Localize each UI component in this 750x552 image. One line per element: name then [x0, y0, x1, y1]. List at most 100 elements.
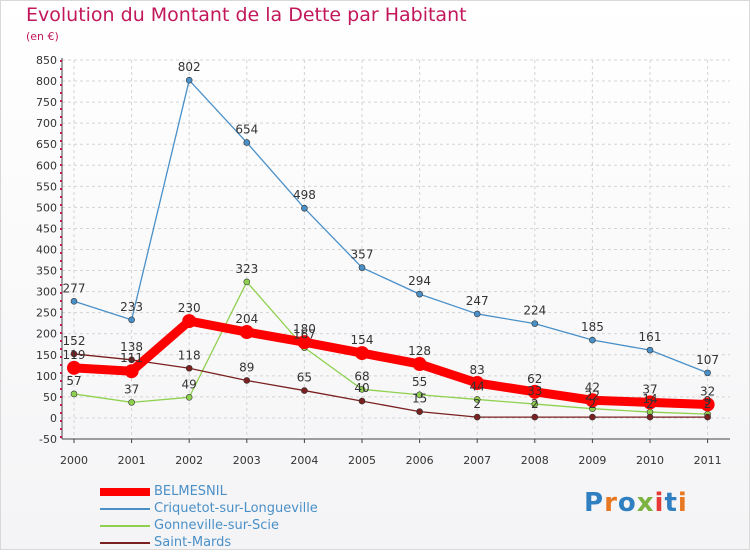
data-label: 128	[408, 344, 431, 358]
data-point	[128, 356, 135, 364]
data-point	[470, 375, 485, 390]
data-point	[301, 204, 308, 212]
data-point	[243, 377, 251, 384]
x-tick-label: 2011	[694, 454, 722, 467]
data-point	[185, 76, 193, 84]
data-label: 55	[412, 375, 427, 389]
data-label: 802	[178, 60, 201, 74]
data-point	[531, 413, 539, 421]
y-tick-label: 700	[36, 117, 57, 130]
data-label: 107	[696, 353, 719, 367]
y-tick-label: 400	[36, 244, 57, 257]
data-point	[473, 310, 481, 318]
data-point	[358, 264, 366, 271]
x-tick-label: 2000	[60, 454, 88, 467]
data-label: 2	[473, 397, 481, 411]
legend-swatch	[100, 488, 150, 496]
logo-letter: x	[636, 488, 655, 518]
legend-label: Gonneville-sur-Scie	[154, 518, 279, 533]
y-tick-label: 50	[43, 391, 57, 404]
data-label: 2	[531, 397, 539, 411]
y-tick-label: 550	[36, 180, 57, 193]
data-label: 22	[585, 389, 600, 403]
data-label: 185	[581, 320, 604, 334]
logo-letter: i	[677, 488, 688, 518]
legend-label: BELMESNIL	[154, 484, 227, 499]
series-line-saint-mards	[73, 353, 709, 418]
data-point	[704, 413, 711, 421]
data-label: 119	[63, 348, 86, 362]
data-point	[243, 139, 251, 146]
data-label: 111	[120, 351, 143, 365]
x-tick-label: 2005	[348, 454, 376, 467]
data-point	[355, 346, 369, 361]
data-label: 40	[354, 381, 369, 395]
data-point	[527, 384, 542, 399]
y-tick-label: 250	[36, 307, 57, 320]
y-tick-label: 450	[36, 222, 57, 235]
data-label: 37	[124, 382, 139, 396]
data-label: 65	[297, 371, 312, 385]
x-tick-label: 2001	[118, 454, 146, 467]
data-point	[700, 397, 715, 412]
data-point	[124, 364, 139, 379]
data-label: 498	[293, 188, 316, 202]
data-point	[643, 395, 657, 410]
logo-letter: o	[617, 488, 637, 518]
data-point	[243, 278, 251, 286]
data-point	[185, 394, 193, 401]
data-point	[128, 316, 135, 324]
data-label: 654	[235, 123, 258, 137]
y-tick-label: 300	[36, 286, 57, 299]
legend-swatch	[100, 508, 150, 510]
data-label: 294	[408, 274, 431, 288]
data-label: 68	[354, 369, 369, 383]
x-tick-label: 2002	[175, 454, 203, 467]
y-tick-label: -50	[39, 433, 57, 446]
data-label: 152	[63, 334, 86, 348]
logo-letter: t	[664, 488, 678, 518]
data-point	[416, 408, 423, 415]
series-line-criquetot-sur-longueville	[73, 79, 709, 374]
data-label: 154	[351, 333, 374, 347]
data-point	[473, 396, 481, 403]
data-label: 62	[527, 372, 542, 386]
y-tick-label: 500	[36, 201, 57, 214]
data-label: 233	[120, 300, 143, 314]
data-label: 138	[120, 340, 143, 354]
data-label: 323	[235, 262, 258, 276]
data-point	[704, 369, 711, 377]
data-label: 9	[704, 394, 712, 408]
data-label: 33	[527, 384, 542, 398]
data-point	[70, 350, 78, 358]
data-label: 167	[293, 328, 316, 342]
y-tick-label: 650	[36, 138, 57, 151]
data-point	[239, 325, 254, 340]
x-tick-label: 2010	[636, 454, 664, 467]
data-point	[358, 386, 366, 393]
data-label: 2	[646, 397, 654, 411]
chart-subtitle: (en €)	[26, 30, 59, 43]
data-label: 2	[589, 397, 597, 411]
y-tick-label: 350	[36, 265, 57, 278]
chart-title: Evolution du Montant de la Dette par Hab…	[26, 4, 467, 26]
data-label: 49	[182, 377, 197, 391]
proxiti-logo: Proxiti	[584, 488, 688, 518]
data-point	[585, 393, 600, 408]
data-point	[531, 400, 539, 408]
data-point	[70, 390, 78, 398]
data-label: 2	[704, 397, 712, 411]
data-point	[358, 397, 366, 405]
data-point	[589, 413, 596, 421]
y-tick-label: 750	[36, 96, 57, 109]
data-label: 44	[470, 379, 485, 393]
x-tick-label: 2009	[578, 454, 606, 467]
legend-label: Saint-Mards	[154, 535, 232, 550]
data-label: 37	[642, 382, 657, 396]
data-point	[185, 364, 193, 372]
data-label: 118	[178, 348, 201, 362]
data-point	[301, 387, 308, 394]
data-label: 14	[642, 392, 657, 406]
